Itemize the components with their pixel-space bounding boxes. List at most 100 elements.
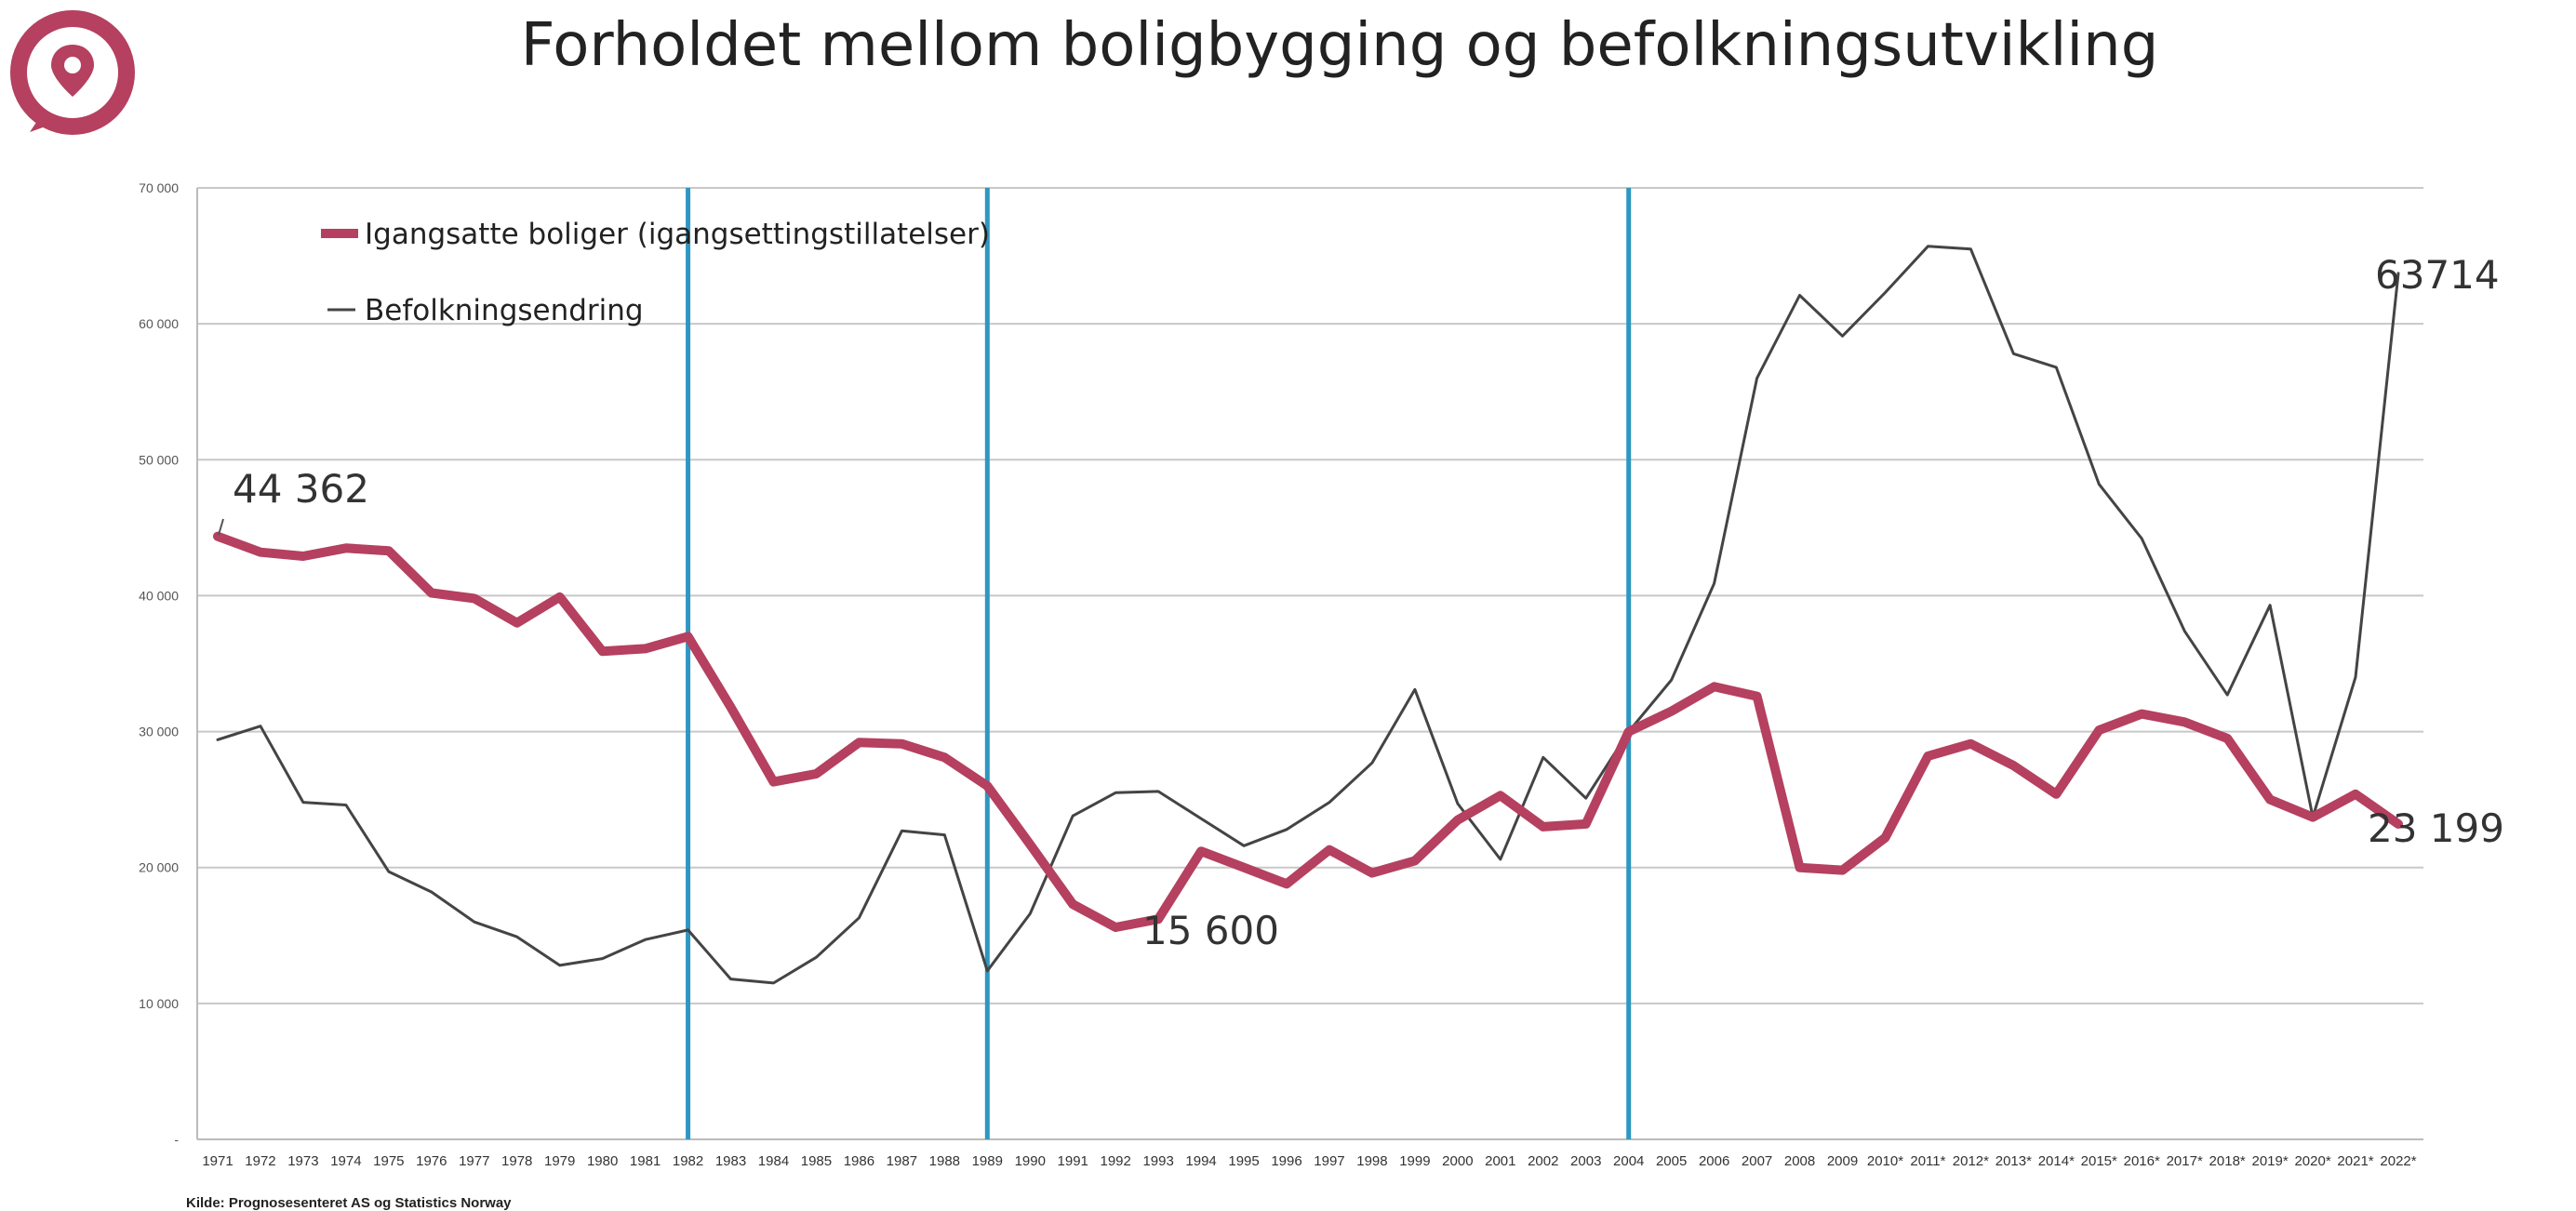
x-tick-label: 1974 — [330, 1153, 361, 1169]
point-befolkning-2005 — [1671, 679, 1673, 681]
point-igangsatte-2005 — [1671, 711, 1673, 712]
point-befolkning-1986 — [858, 917, 860, 919]
point-igangsatte-2022* — [2397, 823, 2399, 825]
x-tick-label: 1988 — [929, 1153, 960, 1169]
point-igangsatte-1991 — [1072, 903, 1074, 905]
annotation-pop-end-value: 63714 — [2375, 252, 2500, 298]
x-tick-label: 2002 — [1528, 1153, 1558, 1169]
x-tick-label: 2015* — [2081, 1153, 2117, 1169]
x-tick-label: 1991 — [1058, 1153, 1088, 1169]
x-tick-label: 1987 — [887, 1153, 917, 1169]
x-tick-label: 1994 — [1185, 1153, 1216, 1169]
x-tick-label: 1982 — [673, 1153, 703, 1169]
point-igangsatte-1979 — [559, 596, 561, 598]
x-tick-label: 2012* — [1953, 1153, 1989, 1169]
x-tick-label: 2013* — [1995, 1153, 2032, 1169]
point-befolkning-1992 — [1114, 792, 1116, 793]
x-tick-label: 1996 — [1271, 1153, 1301, 1169]
x-tick-label: 1977 — [459, 1153, 489, 1169]
x-tick-label: 2005 — [1656, 1153, 1687, 1169]
x-tick-label: 2020* — [2294, 1153, 2330, 1169]
y-tick-label: 20 000 — [139, 860, 179, 875]
point-igangsatte-2001 — [1500, 794, 1502, 796]
legend-label-igangsatte: Igangsatte boliger (igangsettingstillate… — [365, 218, 990, 251]
point-igangsatte-2017* — [2183, 721, 2185, 723]
point-befolkning-2000 — [1457, 803, 1459, 805]
x-tick-label: 2019* — [2252, 1153, 2289, 1169]
point-igangsatte-2013* — [2012, 765, 2014, 766]
point-igangsatte-2002 — [1542, 826, 1544, 828]
point-igangsatte-2006 — [1714, 685, 1715, 687]
point-befolkning-2003 — [1585, 797, 1587, 799]
point-igangsatte-1981 — [645, 647, 647, 649]
point-befolkning-1994 — [1200, 818, 1202, 819]
point-befolkning-2019* — [2269, 605, 2271, 606]
point-befolkning-1988 — [943, 834, 945, 836]
point-igangsatte-1974 — [345, 547, 347, 549]
point-befolkning-1980 — [602, 958, 604, 960]
y-tick-label: 50 000 — [139, 452, 179, 467]
x-tick-label: 1995 — [1228, 1153, 1259, 1169]
x-tick-label: 1979 — [544, 1153, 575, 1169]
point-befolkning-1971 — [217, 739, 219, 740]
point-igangsatte-1984 — [772, 781, 774, 783]
point-igangsatte-1997 — [1328, 849, 1330, 851]
point-befolkning-1999 — [1414, 688, 1416, 690]
y-tick-label: 60 000 — [139, 316, 179, 331]
point-befolkning-1976 — [431, 891, 433, 893]
point-igangsatte-1999 — [1414, 859, 1416, 861]
point-befolkning-2012* — [1969, 248, 1971, 250]
y-tick-label: 10 000 — [139, 996, 179, 1011]
x-tick-label: 1985 — [801, 1153, 832, 1169]
point-igangsatte-1982 — [687, 635, 689, 637]
point-igangsatte-2011* — [1927, 755, 1929, 757]
point-igangsatte-2003 — [1585, 823, 1587, 825]
point-befolkning-1997 — [1328, 802, 1330, 804]
point-befolkning-2015* — [2098, 484, 2100, 486]
point-igangsatte-1976 — [431, 592, 433, 594]
x-tick-label: 1999 — [1399, 1153, 1430, 1169]
y-tick-label: 40 000 — [139, 588, 179, 603]
x-tick-label: 2008 — [1784, 1153, 1815, 1169]
point-befolkning-1996 — [1286, 829, 1288, 831]
point-befolkning-2010* — [1884, 292, 1886, 294]
point-igangsatte-2020* — [2312, 817, 2314, 818]
y-tick-label: 70 000 — [139, 180, 179, 195]
point-igangsatte-1978 — [516, 622, 518, 624]
x-tick-label: 1981 — [630, 1153, 661, 1169]
point-befolkning-1998 — [1371, 762, 1373, 764]
x-tick-label: 1973 — [287, 1153, 318, 1169]
annotation-end-value: 23 199 — [2368, 805, 2504, 851]
point-befolkning-1981 — [645, 938, 647, 940]
point-befolkning-1989 — [986, 970, 988, 972]
point-igangsatte-1990 — [1029, 844, 1031, 845]
point-igangsatte-2015* — [2098, 729, 2100, 731]
x-tick-label: 1980 — [587, 1153, 618, 1169]
x-tick-label: 1997 — [1314, 1153, 1344, 1169]
point-igangsatte-1986 — [858, 741, 860, 743]
x-tick-label: 1983 — [715, 1153, 746, 1169]
x-tick-label: 1972 — [245, 1153, 275, 1169]
point-igangsatte-1988 — [943, 756, 945, 758]
point-befolkning-2018* — [2226, 694, 2228, 696]
point-igangsatte-1992 — [1114, 926, 1116, 928]
point-igangsatte-1995 — [1243, 867, 1245, 869]
x-tick-label: 2018* — [2209, 1153, 2246, 1169]
point-befolkning-1982 — [687, 929, 689, 931]
x-tick-label: 2000 — [1442, 1153, 1473, 1169]
annotation-start-leader — [218, 518, 224, 536]
annotation-min-value: 15 600 — [1142, 908, 1279, 953]
x-tick-label: 2001 — [1485, 1153, 1515, 1169]
point-igangsatte-1980 — [602, 650, 604, 652]
point-befolkning-2007 — [1756, 378, 1758, 379]
x-tick-label: 1978 — [501, 1153, 532, 1169]
point-igangsatte-1989 — [986, 785, 988, 787]
page-title: Forholdet mellom boligbygging og befolkn… — [520, 11, 2159, 80]
point-igangsatte-2019* — [2269, 799, 2271, 801]
point-igangsatte-2009 — [1842, 870, 1844, 872]
point-befolkning-2008 — [1799, 294, 1801, 296]
point-igangsatte-1987 — [901, 743, 902, 745]
point-igangsatte-1983 — [730, 706, 732, 708]
x-tick-label: 1989 — [972, 1153, 1003, 1169]
